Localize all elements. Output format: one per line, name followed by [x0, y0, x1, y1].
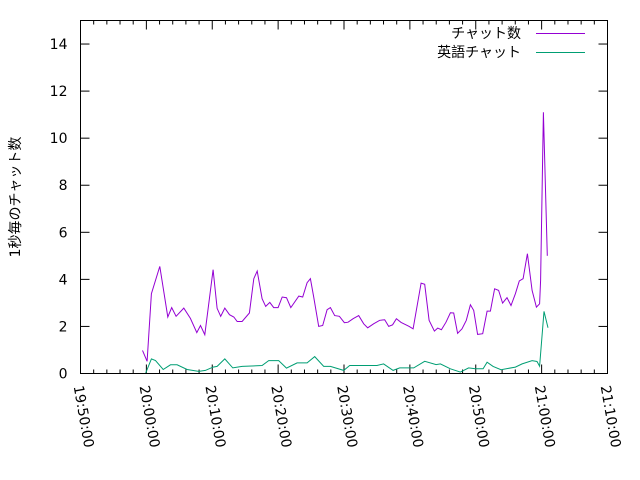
legend-label: チャット数	[451, 26, 521, 42]
y-tick-label: 0	[59, 367, 68, 383]
series-line-1	[145, 311, 549, 374]
series-lines	[142, 112, 549, 374]
y-tick-label: 12	[50, 84, 68, 100]
y-tick-label: 14	[50, 37, 68, 53]
series-line-0	[142, 112, 548, 362]
y-axis-label: 1秒毎のチャット数	[8, 137, 24, 258]
y-tick-label: 6	[59, 225, 68, 241]
y-tick-label: 8	[59, 178, 68, 194]
legend-label: 英語チャット	[437, 44, 521, 61]
plot-frame	[80, 20, 608, 374]
y-tick-label: 4	[59, 272, 68, 288]
y-tick-label: 2	[59, 319, 68, 335]
y-tick-label: 10	[50, 131, 68, 147]
